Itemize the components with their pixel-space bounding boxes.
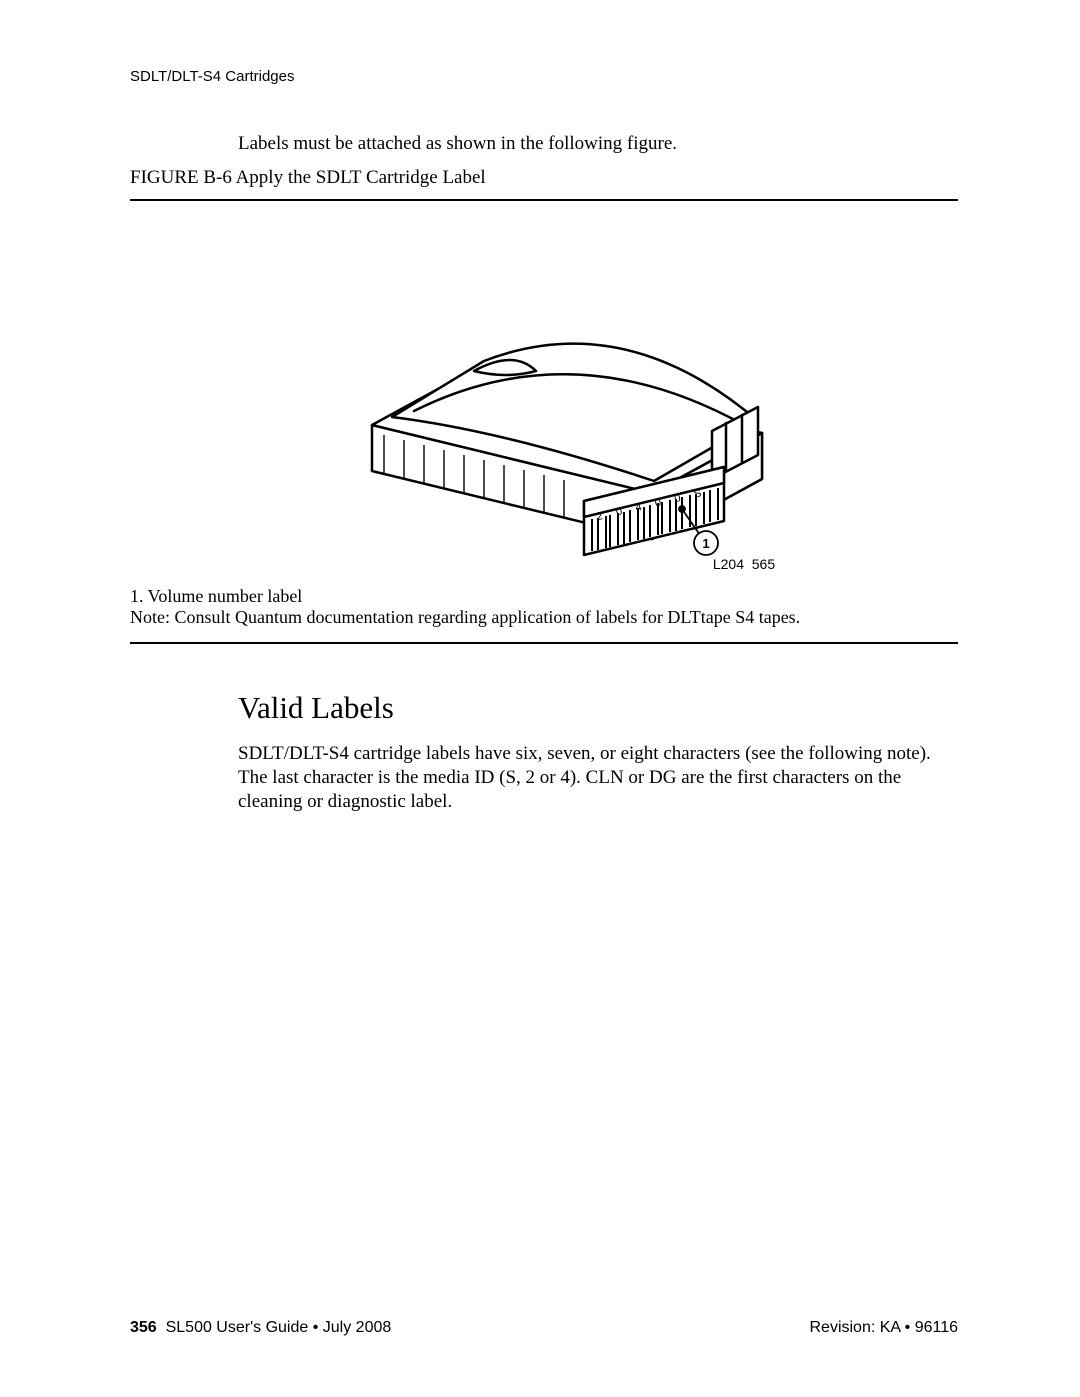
figure-caption: FIGURE B-6 Apply the SDLT Cartridge Labe… (130, 167, 958, 189)
intro-line: Labels must be attached as shown in the … (238, 133, 958, 155)
callout-number: 1 (702, 536, 709, 551)
figure-ref-code: L204_565 (713, 556, 776, 571)
running-head: SDLT/DLT-S4 Cartridges (130, 68, 958, 85)
page-number: 356 (130, 1319, 157, 1336)
section-body: SDLT/DLT-S4 cartridge labels have six, s… (238, 742, 958, 813)
figure-note: Note: Consult Quantum documentation rega… (130, 607, 958, 628)
cartridge-illustration: 2 0 4 0 0 S 1 L204_565 (130, 215, 958, 582)
page: SDLT/DLT-S4 Cartridges Labels must be at… (0, 0, 1080, 1397)
footer-left: 356 SL500 User's Guide • July 2008 (130, 1319, 391, 1337)
page-footer: 356 SL500 User's Guide • July 2008 Revis… (130, 1319, 958, 1337)
footer-doc-title: SL500 User's Guide • July 2008 (166, 1319, 392, 1336)
footer-right: Revision: KA • 96116 (809, 1319, 958, 1337)
figure-box: 2 0 4 0 0 S 1 L204_565 1. Volume numbe (130, 199, 958, 644)
section-heading-valid-labels: Valid Labels (238, 690, 958, 726)
cartridge-svg: 2 0 4 0 0 S 1 L204_565 (274, 221, 814, 571)
callout-text: 1. Volume number label (130, 586, 958, 607)
